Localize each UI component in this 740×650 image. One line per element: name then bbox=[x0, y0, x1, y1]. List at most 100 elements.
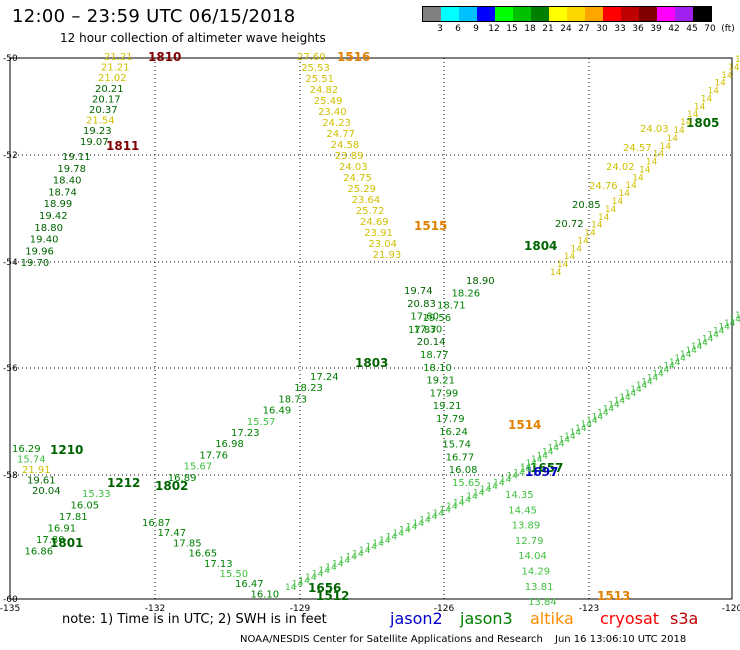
dense-track-mark: 14 bbox=[694, 102, 706, 112]
wave-height-value: 16.47 bbox=[235, 579, 264, 590]
wave-height-value: 24.69 bbox=[360, 217, 389, 228]
dense-track-mark: 14 bbox=[332, 559, 344, 569]
dense-track-mark: 14 bbox=[325, 563, 337, 573]
wave-height-value: 25.53 bbox=[301, 63, 330, 74]
wave-height-value: 24.76 bbox=[589, 181, 618, 192]
track-pass-label: 1811 bbox=[106, 139, 139, 153]
track-pass-label: 1802 bbox=[155, 479, 188, 493]
color-swatch bbox=[423, 7, 441, 21]
wave-height-value: 24.23 bbox=[322, 118, 351, 129]
wave-height-value: 19.23 bbox=[83, 126, 112, 137]
dense-track-mark: 14 bbox=[520, 465, 532, 475]
color-scale-label: 70 bbox=[704, 24, 716, 34]
wave-height-value: 14.04 bbox=[518, 551, 547, 562]
wave-height-value: 14.35 bbox=[505, 490, 534, 501]
track-pass-label: 1656 bbox=[308, 581, 341, 595]
dense-track-mark: 14 bbox=[513, 468, 525, 478]
dense-track-mark: 14 bbox=[597, 408, 609, 418]
track-pass-label: 1516 bbox=[337, 50, 370, 64]
color-scale-label: 42 bbox=[668, 24, 680, 34]
dense-track-mark: 14 bbox=[608, 401, 620, 411]
wave-height-value: 20.83 bbox=[407, 299, 436, 310]
dense-track-mark: 14 bbox=[605, 205, 617, 215]
track-1697: 1697 bbox=[525, 465, 558, 479]
dense-track-mark: 14 bbox=[399, 526, 411, 536]
wave-height-value: 16.24 bbox=[439, 427, 468, 438]
dense-track-mark: 14 bbox=[548, 444, 560, 454]
wave-height-value: 12.79 bbox=[515, 536, 544, 547]
wave-height-value: 17.85 bbox=[173, 538, 202, 549]
wave-height-value: 21.54 bbox=[86, 116, 115, 127]
dense-track-mark: 14 bbox=[526, 459, 538, 469]
dense-track-mark: 14 bbox=[673, 126, 685, 136]
track-1657: 1657 bbox=[530, 461, 563, 475]
color-swatch bbox=[531, 7, 549, 21]
color-swatch bbox=[639, 7, 657, 21]
wave-height-value: 19.96 bbox=[25, 246, 54, 257]
track-pass-label: 1210 bbox=[50, 443, 83, 457]
dense-track-mark: 14 bbox=[345, 553, 357, 563]
wave-height-value: 24.77 bbox=[326, 129, 355, 140]
dense-track-mark: 14 bbox=[636, 381, 648, 391]
dense-track-mark: 14 bbox=[559, 436, 571, 446]
track-1810: 21.2121.2121.0220.2120.1720.3721.5419.23… bbox=[80, 50, 181, 148]
wave-height-value: 19.56 bbox=[423, 313, 452, 324]
dense-track-mark: 14 bbox=[584, 229, 596, 239]
dense-track-mark: 14 bbox=[714, 79, 726, 89]
dense-track-mark: 14 bbox=[542, 447, 554, 457]
dense-track-mark: 14 bbox=[614, 397, 626, 407]
wave-height-value: 15.50 bbox=[220, 569, 249, 580]
latitude-tick-label: -52 bbox=[3, 151, 18, 161]
longitude-tick-label: -120 bbox=[722, 604, 740, 614]
dense-track-mark: 14 bbox=[473, 489, 485, 499]
wave-height-value: 17.30 bbox=[414, 324, 443, 335]
dense-track-mark: 14 bbox=[319, 566, 331, 576]
wave-height-value: 24.02 bbox=[606, 162, 635, 173]
dense-track-mark: 14 bbox=[372, 539, 384, 549]
wave-height-value: 15.74 bbox=[442, 440, 471, 451]
wave-height-value: 25.72 bbox=[356, 206, 385, 217]
dense-track-mark: 14 bbox=[728, 63, 740, 73]
wave-height-value: 14.45 bbox=[508, 505, 537, 516]
wave-height-value: 19.78 bbox=[57, 164, 86, 175]
track-pass-label: 1697 bbox=[525, 465, 558, 479]
color-swatch bbox=[477, 7, 495, 21]
dense-track-mark: 14 bbox=[433, 509, 445, 519]
satellite-jason3: jason3 bbox=[460, 609, 513, 628]
track-pass-label: 1805 bbox=[686, 116, 719, 130]
wave-height-value: 15.33 bbox=[82, 489, 111, 500]
wave-height-value: 16.29 bbox=[12, 444, 41, 455]
dense-track-mark: 14 bbox=[639, 165, 651, 175]
color-scale-label: 15 bbox=[506, 24, 518, 34]
wave-height-value: 21.93 bbox=[373, 250, 402, 261]
wave-height-value: 24.75 bbox=[343, 173, 372, 184]
wave-height-value: 17.80 bbox=[36, 535, 65, 546]
color-scale-labels: 3 6 9 12 15 18 21 24 27 30 33 36 39 42 45 70 (ft) bbox=[422, 22, 735, 34]
dense-track-mark: 14 bbox=[359, 546, 371, 556]
wave-height-value: 24.57 bbox=[623, 143, 652, 154]
color-scale-label: 27 bbox=[578, 24, 590, 34]
wave-height-value: 19.61 bbox=[27, 476, 56, 487]
wave-height-value: 20.72 bbox=[555, 219, 584, 230]
dense-track-mark: 14 bbox=[575, 424, 587, 434]
color-swatch bbox=[657, 7, 675, 21]
gridlines bbox=[10, 58, 732, 599]
wave-height-value: 16.86 bbox=[25, 547, 54, 558]
longitude-tick-label: -126 bbox=[434, 604, 455, 614]
color-scale-swatches bbox=[422, 6, 712, 22]
dense-track-mark: 14 bbox=[713, 327, 725, 337]
color-swatch bbox=[495, 7, 513, 21]
dense-track-mark: 14 bbox=[619, 189, 631, 199]
color-swatch bbox=[441, 7, 459, 21]
wave-height-value: 16.05 bbox=[71, 501, 100, 512]
wave-height-value: 13.89 bbox=[512, 521, 541, 532]
wave-height-value: 16.49 bbox=[263, 406, 292, 417]
dense-track-mark: 14 bbox=[406, 522, 418, 532]
wave-height-value: 17.79 bbox=[436, 414, 465, 425]
satellite-jason2: jason2 bbox=[390, 609, 443, 628]
color-swatch bbox=[621, 7, 639, 21]
altimeter-tracks: 21.2121.2121.0220.2120.1720.3721.5419.23… bbox=[12, 50, 740, 608]
dense-track-mark: 14 bbox=[426, 512, 438, 522]
dense-track-mark: 14 bbox=[696, 338, 708, 348]
color-scale-label: 3 bbox=[437, 24, 443, 34]
